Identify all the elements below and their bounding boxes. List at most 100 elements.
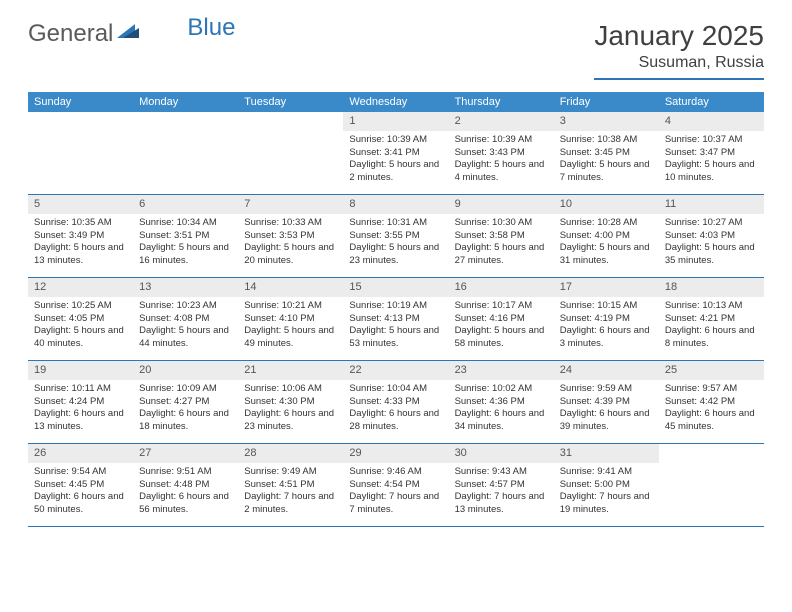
sunset-text: Sunset: 3:47 PM <box>665 147 758 160</box>
sunrise-text: Sunrise: 10:35 AM <box>34 217 127 230</box>
day-number: 2 <box>449 112 554 131</box>
calendar-cell: 10Sunrise: 10:28 AMSunset: 4:00 PMDaylig… <box>554 195 659 277</box>
calendar-cell: 7Sunrise: 10:33 AMSunset: 3:53 PMDayligh… <box>238 195 343 277</box>
sunset-text: Sunset: 3:49 PM <box>34 230 127 243</box>
calendar-cell: 29Sunrise: 9:46 AMSunset: 4:54 PMDayligh… <box>343 444 448 526</box>
day-header: Tuesday <box>238 92 343 112</box>
daylight-text: Daylight: 5 hours and 10 minutes. <box>665 159 758 185</box>
day-number: 11 <box>659 195 764 214</box>
day-number: 30 <box>449 444 554 463</box>
day-detail: Sunrise: 10:28 AMSunset: 4:00 PMDaylight… <box>554 214 659 272</box>
day-number: 13 <box>133 278 238 297</box>
sunset-text: Sunset: 5:00 PM <box>560 479 653 492</box>
calendar-cell: 14Sunrise: 10:21 AMSunset: 4:10 PMDaylig… <box>238 278 343 360</box>
day-number: 16 <box>449 278 554 297</box>
calendar-cell <box>133 112 238 194</box>
day-detail: Sunrise: 10:06 AMSunset: 4:30 PMDaylight… <box>238 380 343 438</box>
day-detail: Sunrise: 10:11 AMSunset: 4:24 PMDaylight… <box>28 380 133 438</box>
day-number: 1 <box>343 112 448 131</box>
sunset-text: Sunset: 4:00 PM <box>560 230 653 243</box>
calendar-cell: 2Sunrise: 10:39 AMSunset: 3:43 PMDayligh… <box>449 112 554 194</box>
day-detail: Sunrise: 9:51 AMSunset: 4:48 PMDaylight:… <box>133 463 238 521</box>
sunrise-text: Sunrise: 10:39 AM <box>455 134 548 147</box>
sunrise-text: Sunrise: 10:27 AM <box>665 217 758 230</box>
day-detail: Sunrise: 10:09 AMSunset: 4:27 PMDaylight… <box>133 380 238 438</box>
day-detail: Sunrise: 10:33 AMSunset: 3:53 PMDaylight… <box>238 214 343 272</box>
sunrise-text: Sunrise: 10:25 AM <box>34 300 127 313</box>
week-row: 5 Sunrise: 10:35 AMSunset: 3:49 PM Dayligh… <box>28 195 764 278</box>
calendar-cell: 19Sunrise: 10:11 AMSunset: 4:24 PMDaylig… <box>28 361 133 443</box>
calendar: Sunday Monday Tuesday Wednesday Thursday… <box>0 92 792 527</box>
day-number: 4 <box>659 112 764 131</box>
daylight-text: Daylight: 5 hours and 58 minutes. <box>455 325 548 351</box>
day-detail: Sunrise: 10:23 AMSunset: 4:08 PMDaylight… <box>133 297 238 355</box>
calendar-cell: 25Sunrise: 9:57 AMSunset: 4:42 PMDayligh… <box>659 361 764 443</box>
sunrise-text: Sunrise: 10:02 AM <box>455 383 548 396</box>
sunset-text: Sunset: 3:55 PM <box>349 230 442 243</box>
sunrise-text: Sunrise: 9:46 AM <box>349 466 442 479</box>
sunrise-text: Sunrise: 10:38 AM <box>560 134 653 147</box>
daylight-text: Daylight: 5 hours and 16 minutes. <box>139 242 232 268</box>
day-header: Sunday <box>28 92 133 112</box>
day-detail: Sunrise: 10:37 AMSunset: 3:47 PMDaylight… <box>659 131 764 189</box>
day-detail: Sunrise: 9:49 AMSunset: 4:51 PMDaylight:… <box>238 463 343 521</box>
calendar-cell: 20Sunrise: 10:09 AMSunset: 4:27 PMDaylig… <box>133 361 238 443</box>
calendar-cell <box>238 112 343 194</box>
daylight-text: Daylight: 7 hours and 7 minutes. <box>349 491 442 517</box>
day-number: 9 <box>449 195 554 214</box>
day-number: 21 <box>238 361 343 380</box>
day-detail: Sunrise: 9:57 AMSunset: 4:42 PMDaylight:… <box>659 380 764 438</box>
daylight-text: Daylight: 5 hours and 44 minutes. <box>139 325 232 351</box>
sunset-text: Sunset: 4:30 PM <box>244 396 337 409</box>
daylight-text: Daylight: 5 hours and 40 minutes. <box>34 325 127 351</box>
day-number: 23 <box>449 361 554 380</box>
day-number: 22 <box>343 361 448 380</box>
sunrise-text: Sunrise: 9:59 AM <box>560 383 653 396</box>
day-detail: Sunrise: 9:59 AMSunset: 4:39 PMDaylight:… <box>554 380 659 438</box>
day-number: 14 <box>238 278 343 297</box>
sunrise-text: Sunrise: 10:28 AM <box>560 217 653 230</box>
daylight-text: Daylight: 5 hours and 35 minutes. <box>665 242 758 268</box>
day-number: 26 <box>28 444 133 463</box>
calendar-cell: 9Sunrise: 10:30 AMSunset: 3:58 PMDayligh… <box>449 195 554 277</box>
day-number <box>659 444 764 448</box>
day-detail: Sunrise: 10:25 AMSunset: 4:05 PMDaylight… <box>28 297 133 355</box>
week-row: 19Sunrise: 10:11 AMSunset: 4:24 PMDaylig… <box>28 361 764 444</box>
calendar-cell: 23Sunrise: 10:02 AMSunset: 4:36 PMDaylig… <box>449 361 554 443</box>
brand-part1: General <box>28 20 113 48</box>
day-detail: Sunrise: 10:34 AMSunset: 3:51 PMDaylight… <box>133 214 238 272</box>
sunset-text: Sunset: 4:39 PM <box>560 396 653 409</box>
daylight-text: Daylight: 5 hours and 53 minutes. <box>349 325 442 351</box>
day-detail: Sunrise: 10:13 AMSunset: 4:21 PMDaylight… <box>659 297 764 355</box>
day-detail: Sunrise: 10:39 AMSunset: 3:41 PMDaylight… <box>343 131 448 189</box>
sunset-text: Sunset: 4:10 PM <box>244 313 337 326</box>
sunset-text: Sunset: 4:36 PM <box>455 396 548 409</box>
calendar-cell: 13Sunrise: 10:23 AMSunset: 4:08 PMDaylig… <box>133 278 238 360</box>
calendar-cell: 12Sunrise: 10:25 AMSunset: 4:05 PMDaylig… <box>28 278 133 360</box>
sunrise-text: Sunrise: 10:23 AM <box>139 300 232 313</box>
day-number <box>28 112 133 116</box>
day-detail: Sunrise: 10:17 AMSunset: 4:16 PMDaylight… <box>449 297 554 355</box>
daylight-text: Daylight: 6 hours and 39 minutes. <box>560 408 653 434</box>
daylight-text: Daylight: 6 hours and 13 minutes. <box>34 408 127 434</box>
day-number: 6 <box>133 195 238 214</box>
sunrise-text: Sunrise: 10:30 AM <box>455 217 548 230</box>
sunrise-text: Sunrise: 9:43 AM <box>455 466 548 479</box>
calendar-cell: 1Sunrise: 10:39 AMSunset: 3:41 PMDayligh… <box>343 112 448 194</box>
sunset-text: Sunset: 4:13 PM <box>349 313 442 326</box>
day-number: 5 <box>28 195 133 214</box>
brand-part2: Blue <box>187 14 235 42</box>
day-header: Saturday <box>659 92 764 112</box>
day-number: 15 <box>343 278 448 297</box>
sunrise-text: Sunrise: 10:04 AM <box>349 383 442 396</box>
daylight-text: Daylight: 5 hours and 49 minutes. <box>244 325 337 351</box>
sunset-text: Sunset: 3:58 PM <box>455 230 548 243</box>
calendar-cell: 27Sunrise: 9:51 AMSunset: 4:48 PMDayligh… <box>133 444 238 526</box>
sunrise-text: Sunrise: 9:41 AM <box>560 466 653 479</box>
day-number: 28 <box>238 444 343 463</box>
sunset-text: Sunset: 3:41 PM <box>349 147 442 160</box>
sunset-text: Sunset: 4:24 PM <box>34 396 127 409</box>
brand-triangle-icon <box>117 22 139 43</box>
calendar-cell: 18Sunrise: 10:13 AMSunset: 4:21 PMDaylig… <box>659 278 764 360</box>
day-number: 12 <box>28 278 133 297</box>
